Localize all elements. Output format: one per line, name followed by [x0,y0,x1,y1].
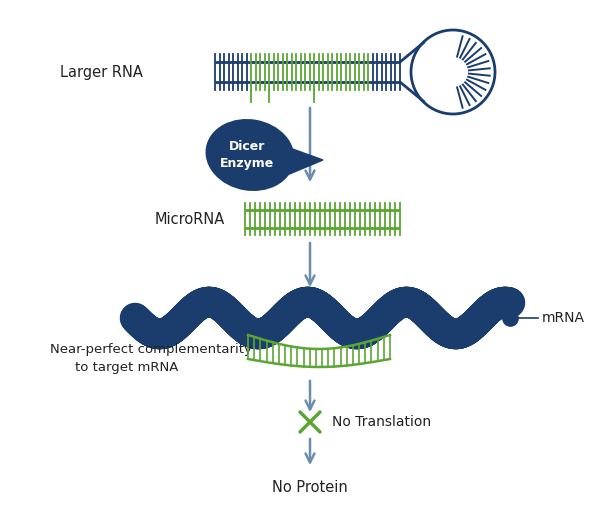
Text: to target mRNA: to target mRNA [75,362,178,375]
Text: mRNA: mRNA [542,311,585,325]
Text: Near-perfect complementarity: Near-perfect complementarity [50,343,252,357]
Text: No Translation: No Translation [332,415,431,429]
Ellipse shape [206,120,294,190]
Text: No Protein: No Protein [272,480,348,495]
Text: Larger RNA: Larger RNA [60,65,143,79]
Polygon shape [287,147,323,175]
Text: Dicer
Enzyme: Dicer Enzyme [220,140,274,170]
Text: MicroRNA: MicroRNA [155,212,225,227]
